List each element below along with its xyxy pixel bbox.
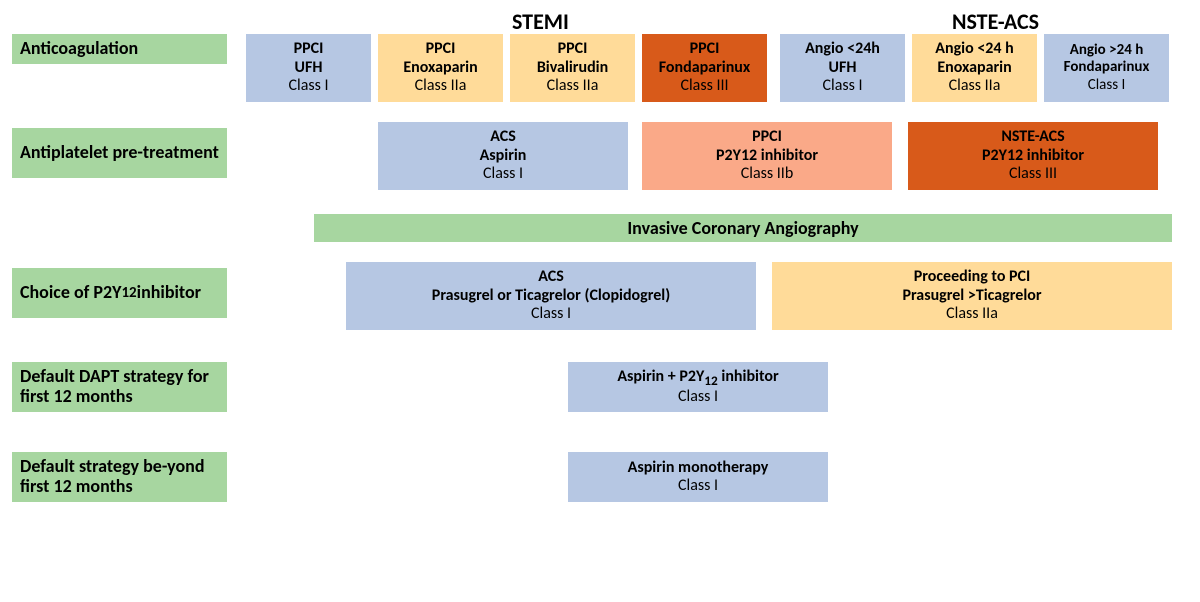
- label-default-beyond-12: Default strategy be-yond first 12 months: [12, 452, 227, 502]
- p2y12-acs-choice: ACSPrasugrel or Ticagrelor (Clopidogrel)…: [346, 262, 756, 330]
- anticoag-angio-lt24-ufh: Angio <24hUFHClass I: [780, 34, 905, 102]
- pretx-acs-aspirin: ACSAspirinClass I: [378, 122, 628, 190]
- label-antiplatelet-pretreatment: Antiplatelet pre-treatment: [12, 128, 227, 178]
- banner-invasive-angiography: Invasive Coronary Angiography: [314, 214, 1172, 242]
- pretx-nste-p2y12: NSTE-ACSP2Y12 inhibitorClass III: [908, 122, 1158, 190]
- anticoag-ppci-ufh: PPCIUFHClass I: [246, 34, 371, 102]
- anticoag-angio-gt24-fondaparinux: Angio >24 hFondaparinuxClass I: [1044, 34, 1169, 102]
- dapt-12-aspirin-p2y12: Aspirin + P2Y12 inhibitorClass I: [568, 362, 828, 412]
- anticoag-angio-lt24-enoxaparin: Angio <24 hEnoxaparinClass IIa: [912, 34, 1037, 102]
- label-default-dapt-12: Default DAPT strategy for first 12 month…: [12, 362, 227, 412]
- label-anticoagulation: Anticoagulation: [12, 34, 227, 64]
- anticoag-ppci-enoxaparin: PPCIEnoxaparinClass IIa: [378, 34, 503, 102]
- label-choice-p2y12: Choice of P2Y12 inhibitor: [12, 268, 227, 318]
- anticoag-ppci-bivalirudin: PPCIBivalirudinClass IIa: [510, 34, 635, 102]
- header-stemi: STEMI: [512, 8, 569, 35]
- header-nste-acs: NSTE-ACS: [952, 8, 1039, 35]
- p2y12-pci-prasugrel: Proceeding to PCIPrasugrel >TicagrelorCl…: [772, 262, 1172, 330]
- anticoag-ppci-fondaparinux: PPCIFondaparinuxClass III: [642, 34, 767, 102]
- beyond12-aspirin-mono: Aspirin monotherapyClass I: [568, 452, 828, 502]
- pretx-ppci-p2y12: PPCIP2Y12 inhibitorClass IIb: [642, 122, 892, 190]
